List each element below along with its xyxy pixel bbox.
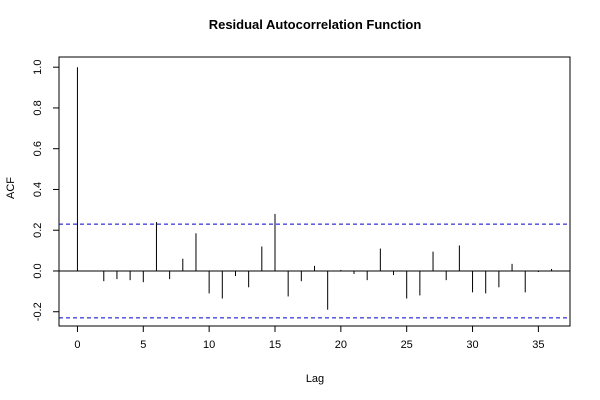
y-tick-label-5: 0.8	[32, 100, 44, 115]
chart-title: Residual Autocorrelation Function	[209, 17, 422, 32]
y-axis-label: ACF	[5, 177, 17, 199]
x-tick-label-25: 25	[401, 339, 413, 351]
x-tick-label-0: 0	[74, 339, 80, 351]
y-tick-label-0: -0.2	[32, 302, 44, 321]
x-tick-label-10: 10	[203, 339, 215, 351]
x-tick-label-35: 35	[532, 339, 544, 351]
plot-layer: 0 5 10 15 20 25 30 35 -0.2 0.0 0.2 0.4 0.6 0.8 1.0	[32, 60, 570, 351]
x-axis-label: Lag	[306, 373, 324, 385]
x-tick-label-30: 30	[466, 339, 478, 351]
x-tick-label-15: 15	[269, 339, 281, 351]
plot-frame	[58, 56, 571, 327]
x-tick-label-5: 5	[140, 339, 146, 351]
y-tick-label-1: 0.0	[32, 263, 44, 278]
y-tick-label-6: 1.0	[32, 60, 44, 75]
x-tick-label-20: 20	[335, 339, 347, 351]
y-tick-label-3: 0.4	[32, 182, 44, 197]
y-tick-label-2: 0.2	[32, 223, 44, 238]
y-tick-label-4: 0.6	[32, 141, 44, 156]
